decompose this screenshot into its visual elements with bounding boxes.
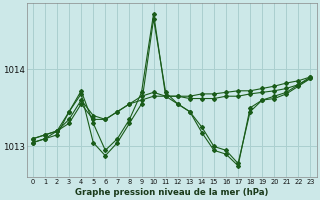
X-axis label: Graphe pression niveau de la mer (hPa): Graphe pression niveau de la mer (hPa) (75, 188, 268, 197)
